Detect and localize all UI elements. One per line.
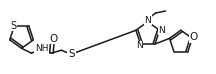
Text: O: O: [189, 32, 197, 42]
Text: S: S: [68, 49, 75, 59]
Text: S: S: [10, 21, 16, 31]
Text: N: N: [158, 26, 165, 35]
Text: O: O: [49, 34, 57, 44]
Text: N: N: [136, 41, 143, 50]
Text: N: N: [144, 16, 151, 25]
Text: NH: NH: [35, 44, 48, 53]
